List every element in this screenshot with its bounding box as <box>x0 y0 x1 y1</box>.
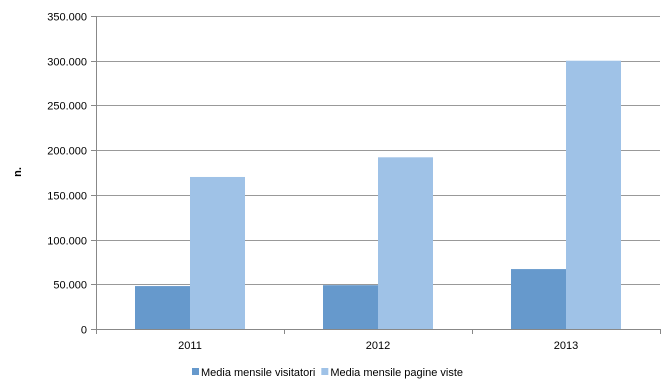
y-axis-title: n. <box>12 167 24 177</box>
legend-label: Media mensile pagine viste <box>330 367 463 379</box>
legend-label: Media mensile visitatori <box>201 367 315 379</box>
y-tick-label: 200.000 <box>47 146 87 158</box>
y-tick-label: 100.000 <box>47 236 87 248</box>
legend: Media mensile visitatori Media mensile pa… <box>192 367 463 379</box>
y-tick-label: 250.000 <box>47 101 87 113</box>
bar-visitatori-2012 <box>323 285 378 329</box>
y-tick-labels: 0 50.000 100.000 150.000 200.000 250.000 300.0… <box>47 12 87 337</box>
bar-pagine-viste-2011 <box>190 176 245 329</box>
x-tick-label: 2011 <box>178 340 202 352</box>
y-tick-label: 350.000 <box>47 12 87 24</box>
y-tick-label: 50.000 <box>53 280 87 292</box>
legend-swatch <box>321 368 329 375</box>
y-tick-label: 0 <box>81 325 87 337</box>
bars <box>135 60 621 329</box>
y-tick-label: 150.000 <box>47 191 87 203</box>
bar-visitatori-2011 <box>135 286 190 329</box>
axes <box>91 16 661 334</box>
y-tick-label: 300.000 <box>47 57 87 69</box>
bar-visitatori-2013 <box>511 269 566 329</box>
legend-swatch <box>192 368 199 375</box>
bar-pagine-viste-2013 <box>566 60 621 329</box>
x-tick-labels: 2011 2012 2013 <box>178 340 578 352</box>
bar-pagine-viste-2012 <box>378 157 433 329</box>
x-tick-label: 2012 <box>366 340 390 352</box>
x-tick-label: 2013 <box>554 340 578 352</box>
